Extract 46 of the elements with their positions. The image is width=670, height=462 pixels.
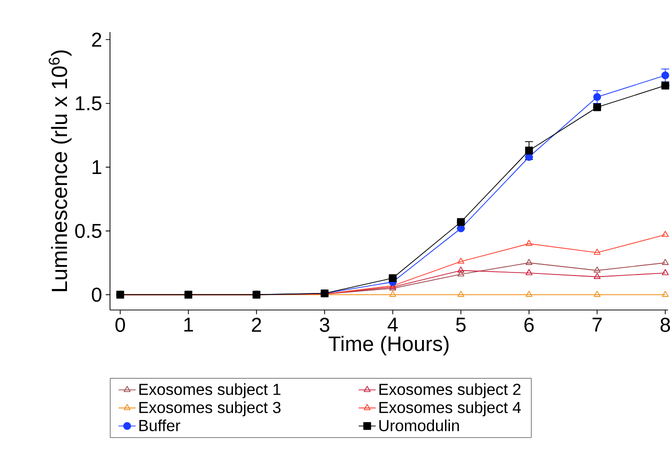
- point: [525, 146, 533, 154]
- x-tick-label: 2: [252, 318, 262, 332]
- point: [457, 270, 464, 276]
- y-tick-label: 1: [92, 160, 102, 174]
- point: [661, 82, 670, 90]
- point: [526, 290, 532, 297]
- point: [594, 272, 601, 279]
- point: [457, 266, 464, 273]
- x-tick-label: 5: [456, 318, 466, 332]
- point: [662, 269, 669, 276]
- x-tick-label: 1: [184, 318, 193, 332]
- y-tick-label: 0.5: [75, 224, 102, 238]
- point: [526, 258, 532, 265]
- point: [661, 71, 670, 80]
- legend-label: Exosomes subject 1: [139, 383, 280, 398]
- point: [662, 230, 669, 237]
- y-axis-title: Luminescence (rlu x 10$^{6}$): [48, 50, 72, 292]
- point: [456, 218, 465, 226]
- legend-label: Exosomes subject 4: [379, 401, 521, 416]
- x-tick-label: 7: [592, 318, 602, 332]
- point: [526, 269, 532, 276]
- point: [593, 93, 602, 101]
- point: [594, 248, 601, 255]
- point: [662, 258, 669, 265]
- x-tick-label: 4: [388, 318, 398, 332]
- point: [662, 290, 669, 297]
- point: [594, 290, 601, 297]
- x-axis-title: Time (Hours): [328, 336, 449, 356]
- x-tick-label: 6: [524, 318, 534, 332]
- x-tick-label: 8: [660, 318, 670, 332]
- y-tick-label: 0: [92, 288, 102, 302]
- point: [457, 290, 464, 297]
- x-tick-label: 3: [320, 318, 330, 332]
- legend-label: Exosomes subject 2: [379, 383, 520, 398]
- legend-label: Exosomes subject 3: [139, 401, 281, 416]
- point: [457, 258, 464, 264]
- point: [526, 240, 532, 246]
- y-tick-label: 2: [92, 32, 102, 47]
- point: [388, 274, 397, 282]
- legend-label: Buffer: [139, 419, 180, 432]
- point: [593, 103, 602, 112]
- y-tick-label: 1.5: [76, 96, 102, 110]
- x-tick-label: 0: [115, 318, 125, 332]
- legend-label: Uromodulin: [379, 419, 459, 432]
- point: [594, 266, 601, 273]
- point: [389, 290, 396, 297]
